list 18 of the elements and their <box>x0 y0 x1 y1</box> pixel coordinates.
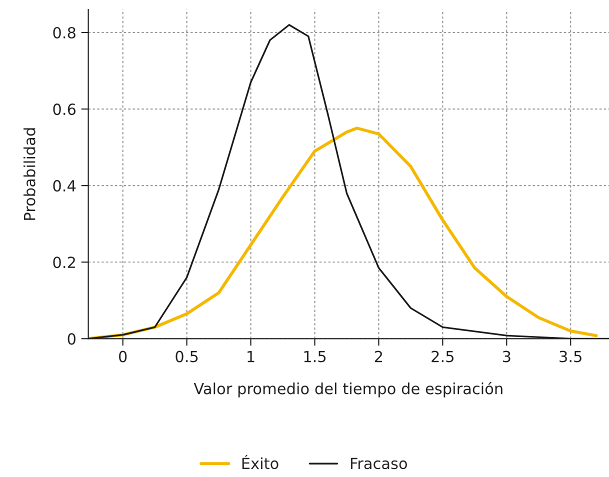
x-tick-label: 3.5 <box>560 350 582 362</box>
line-series <box>88 126 598 339</box>
x-tick-label: 0 <box>118 350 127 362</box>
legend-label: Éxito <box>242 454 278 470</box>
x-tick-label: 0.5 <box>176 350 198 362</box>
legend-label: Fracaso <box>350 458 407 470</box>
x-tick-label: 1.5 <box>304 350 326 362</box>
x-tick-label: 1 <box>248 350 254 362</box>
x-tick-label: 3 <box>502 350 510 362</box>
y-axis-title: Probabilidad <box>24 128 36 220</box>
x-tick-label: 2.5 <box>432 350 454 362</box>
x-tick-label: 2 <box>374 350 382 362</box>
y-tick-label: 0.8 <box>53 26 76 39</box>
y-tick-label: 0 <box>68 333 76 345</box>
y-tick-label: 0.6 <box>53 104 76 116</box>
y-tick-label: 0.2 <box>53 256 75 268</box>
y-tick-label: 0.4 <box>53 180 76 192</box>
x-axis-title: Valor promedio del tiempo de espiración <box>194 382 502 398</box>
